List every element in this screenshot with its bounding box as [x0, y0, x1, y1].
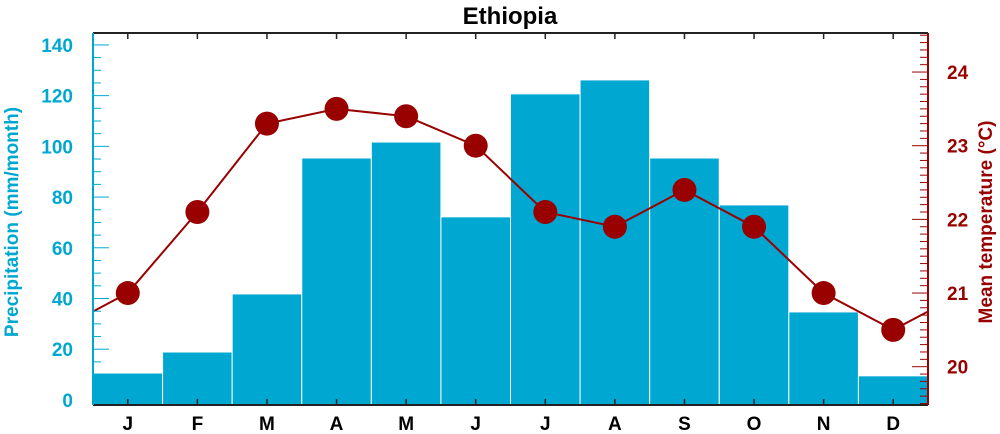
y2-tick-label: 22: [947, 210, 968, 231]
x-tick-label: A: [608, 414, 622, 434]
x-tick-label: J: [540, 414, 551, 434]
temperature-point: [742, 214, 767, 239]
precip-bar: [301, 157, 372, 406]
y-tick-label: 0: [62, 391, 73, 412]
bars-group: [92, 79, 929, 406]
y-tick-label: 120: [41, 87, 73, 108]
x-tick-label: O: [747, 414, 762, 434]
y-axis-label: Precipitation (mm/month): [2, 107, 23, 337]
y-tick-label: 80: [52, 188, 73, 209]
y-tick-label: 20: [52, 340, 73, 361]
temperature-point: [811, 281, 836, 306]
temperature-point: [394, 104, 419, 129]
x-tick-label: A: [330, 414, 344, 434]
x-tick-label: J: [470, 414, 481, 434]
temperature-line-group: [92, 96, 929, 342]
precip-bar: [162, 351, 233, 406]
temperature-point: [881, 317, 906, 342]
precip-bar: [788, 311, 859, 406]
y2-tick-label: 21: [947, 284, 969, 305]
temperature-point: [602, 214, 627, 239]
temperature-point: [115, 281, 140, 306]
y2-axis-label: Mean temperature (°C): [976, 121, 997, 324]
x-tick-label: M: [398, 414, 414, 434]
y-tick-label: 40: [52, 289, 73, 310]
chart-title: Ethiopia: [463, 3, 558, 30]
temperature-point: [533, 200, 558, 225]
x-tick-label: F: [192, 414, 204, 434]
precip-bar: [231, 293, 303, 406]
y-tick-label: 140: [41, 36, 73, 57]
temperature-point: [463, 133, 488, 158]
temperature-line: [92, 107, 929, 331]
axes-group: J F M A M J J A S O N D 0 20 40 60 80 100 120 140 20 21 22 23 24: [41, 32, 969, 434]
y2-tick-label: 20: [947, 358, 968, 379]
x-tick-label: S: [678, 414, 691, 434]
precip-bar: [370, 141, 442, 406]
x-tick-label: N: [817, 414, 831, 434]
y2-tick-label: 23: [947, 137, 968, 158]
temperature-point: [185, 200, 210, 225]
y-tick-label: 60: [52, 239, 73, 260]
precip-bar: [440, 216, 511, 406]
precip-bar: [510, 93, 581, 406]
temperature-point: [254, 111, 279, 136]
x-tick-label: M: [259, 414, 275, 434]
x-tick-label: J: [123, 414, 134, 434]
temperature-point: [324, 96, 349, 121]
x-tick-label: D: [886, 414, 900, 434]
temperature-point: [672, 177, 697, 202]
precip-bar: [579, 79, 651, 406]
y2-tick-label: 24: [947, 63, 969, 84]
y-tick-label: 100: [41, 137, 73, 158]
